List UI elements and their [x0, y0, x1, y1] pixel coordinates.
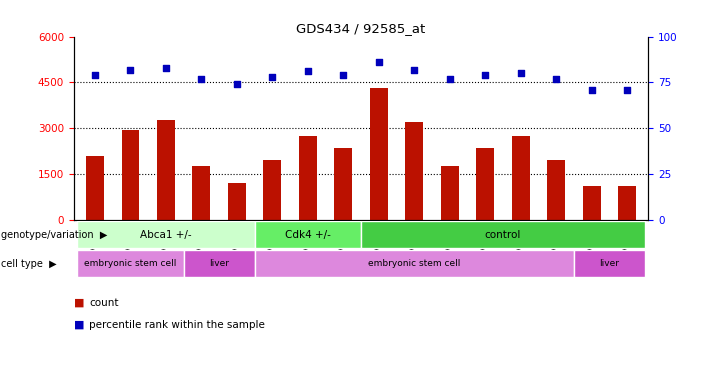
Text: embryonic stem cell: embryonic stem cell: [84, 259, 177, 268]
Bar: [441, 166, 458, 220]
Bar: [370, 89, 388, 220]
Bar: [121, 130, 139, 220]
Point: [409, 67, 420, 72]
Text: cell type  ▶: cell type ▶: [1, 258, 57, 269]
Bar: [583, 186, 601, 220]
Bar: [477, 148, 494, 220]
Title: GDS434 / 92585_at: GDS434 / 92585_at: [297, 22, 426, 36]
Point: [89, 72, 100, 78]
Text: count: count: [89, 298, 118, 308]
Bar: [264, 160, 281, 220]
Point: [338, 72, 349, 78]
Point: [444, 76, 456, 82]
Text: liver: liver: [599, 259, 620, 268]
Point: [479, 72, 491, 78]
Text: control: control: [485, 229, 521, 240]
Point: [373, 59, 384, 65]
Bar: [512, 136, 529, 220]
Bar: [254, 250, 574, 277]
Text: percentile rank within the sample: percentile rank within the sample: [89, 320, 265, 330]
Bar: [334, 148, 352, 220]
Text: Cdk4 +/-: Cdk4 +/-: [285, 229, 331, 240]
Text: ■: ■: [74, 320, 84, 330]
Text: ■: ■: [74, 298, 84, 308]
Bar: [157, 120, 175, 220]
Bar: [574, 250, 645, 277]
Text: genotype/variation  ▶: genotype/variation ▶: [1, 229, 108, 240]
Point: [231, 81, 243, 87]
Point: [196, 76, 207, 82]
Point: [622, 87, 633, 93]
Text: Abca1 +/-: Abca1 +/-: [140, 229, 191, 240]
Text: liver: liver: [209, 259, 229, 268]
Point: [586, 87, 597, 93]
Point: [302, 68, 313, 74]
Bar: [228, 183, 245, 220]
Text: embryonic stem cell: embryonic stem cell: [368, 259, 461, 268]
Bar: [86, 156, 104, 220]
Bar: [618, 186, 636, 220]
Point: [515, 70, 526, 76]
Bar: [184, 250, 254, 277]
Bar: [77, 250, 184, 277]
Bar: [547, 160, 565, 220]
Point: [125, 67, 136, 72]
Bar: [193, 166, 210, 220]
Point: [161, 65, 172, 71]
Bar: [405, 122, 423, 220]
Point: [266, 74, 278, 80]
Point: [550, 76, 562, 82]
Bar: [254, 221, 361, 248]
Bar: [77, 221, 254, 248]
Bar: [361, 221, 645, 248]
Bar: [299, 136, 317, 220]
